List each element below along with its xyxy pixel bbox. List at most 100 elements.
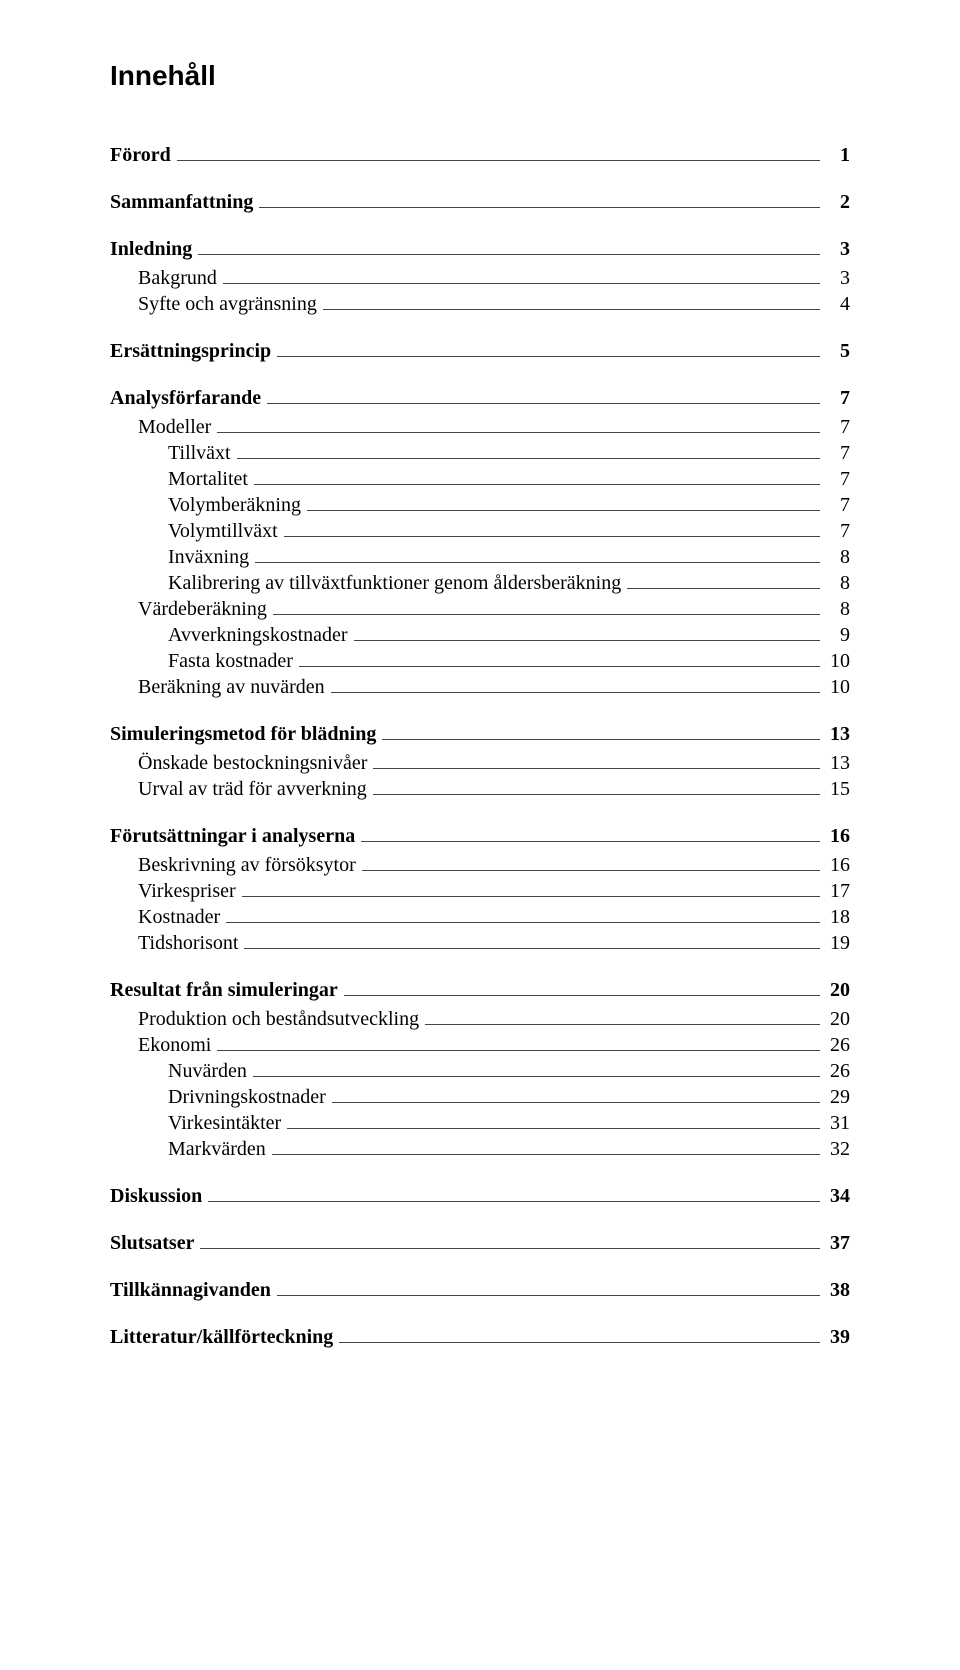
toc-entry-label: Volymtillväxt — [168, 520, 278, 543]
table-of-contents: Förord1Sammanfattning2Inledning3Bakgrund… — [110, 144, 850, 1349]
toc-entry-page: 26 — [824, 1034, 850, 1057]
toc-entry-page: 15 — [824, 778, 850, 801]
toc-entry-label: Drivningskostnader — [168, 1086, 326, 1109]
toc-leader — [272, 1154, 820, 1155]
toc-entry-page: 7 — [824, 494, 850, 517]
toc-entry-label: Beskrivning av försöksytor — [138, 854, 356, 877]
toc-entry-label: Inväxning — [168, 546, 249, 569]
toc-entry-page: 19 — [824, 932, 850, 955]
toc-entry: Produktion och beståndsutveckling20 — [110, 1008, 850, 1031]
toc-entry-label: Beräkning av nuvärden — [138, 676, 325, 699]
toc-entry-page: 37 — [824, 1232, 850, 1255]
toc-entry-label: Sammanfattning — [110, 191, 253, 214]
toc-entry-label: Förord — [110, 144, 171, 167]
toc-leader — [223, 283, 820, 284]
toc-leader — [277, 356, 820, 357]
toc-entry-label: Litteratur/källförteckning — [110, 1326, 333, 1349]
toc-entry: Nuvärden 26 — [110, 1060, 850, 1083]
toc-entry-page: 13 — [824, 752, 850, 775]
toc-entry-label: Fasta kostnader — [168, 650, 293, 673]
toc-entry-page: 7 — [824, 442, 850, 465]
toc-entry: Markvärden32 — [110, 1138, 850, 1161]
toc-entry: Beskrivning av försöksytor16 — [110, 854, 850, 877]
toc-leader — [362, 870, 820, 871]
toc-entry-page: 1 — [824, 144, 850, 167]
toc-entry: Resultat från simuleringar20 — [110, 979, 850, 1002]
toc-entry-label: Slutsatser — [110, 1232, 194, 1255]
toc-entry: Fasta kostnader 10 — [110, 650, 850, 673]
toc-entry: Tillväxt 7 — [110, 442, 850, 465]
toc-entry: Analysförfarande 7 — [110, 387, 850, 410]
toc-leader — [254, 484, 820, 485]
toc-entry-label: Virkespriser — [138, 880, 236, 903]
toc-leader — [361, 841, 820, 842]
page-title: Innehåll — [110, 60, 850, 92]
toc-entry-page: 8 — [824, 546, 850, 569]
toc-entry-page: 34 — [824, 1185, 850, 1208]
toc-entry-page: 10 — [824, 650, 850, 673]
toc-leader — [339, 1342, 820, 1343]
toc-entry: Kostnader 18 — [110, 906, 850, 929]
toc-leader — [255, 562, 820, 563]
toc-entry: Förutsättningar i analyserna16 — [110, 825, 850, 848]
toc-entry: Volymberäkning 7 — [110, 494, 850, 517]
toc-leader — [307, 510, 820, 511]
toc-leader — [273, 614, 820, 615]
toc-entry-label: Tidshorisont — [138, 932, 238, 955]
toc-entry-page: 29 — [824, 1086, 850, 1109]
toc-entry-label: Diskussion — [110, 1185, 202, 1208]
toc-leader — [244, 948, 820, 949]
toc-leader — [277, 1295, 820, 1296]
toc-entry: Önskade bestockningsnivåer13 — [110, 752, 850, 775]
toc-entry-page: 3 — [824, 238, 850, 261]
toc-entry-page: 20 — [824, 979, 850, 1002]
toc-entry: Inväxning 8 — [110, 546, 850, 569]
toc-entry-page: 10 — [824, 676, 850, 699]
toc-entry: Förord 1 — [110, 144, 850, 167]
toc-entry-label: Inledning — [110, 238, 192, 261]
toc-leader — [226, 922, 820, 923]
toc-entry-page: 7 — [824, 520, 850, 543]
toc-entry-label: Tillväxt — [168, 442, 231, 465]
toc-entry-label: Produktion och beståndsutveckling — [138, 1008, 419, 1031]
toc-entry-label: Kalibrering av tillväxtfunktioner genom … — [168, 572, 621, 595]
toc-entry: Avverkningskostnader 9 — [110, 624, 850, 647]
toc-leader — [208, 1201, 820, 1202]
toc-leader — [200, 1248, 820, 1249]
toc-entry: Syfte och avgränsning4 — [110, 293, 850, 316]
toc-leader — [217, 1050, 820, 1051]
toc-entry-label: Tillkännagivanden — [110, 1279, 271, 1302]
toc-leader — [299, 666, 820, 667]
toc-entry-page: 8 — [824, 598, 850, 621]
toc-entry: Diskussion 34 — [110, 1185, 850, 1208]
toc-entry-label: Avverkningskostnader — [168, 624, 348, 647]
toc-entry-label: Markvärden — [168, 1138, 266, 1161]
toc-entry: Ersättningsprincip5 — [110, 340, 850, 363]
toc-entry-page: 7 — [824, 387, 850, 410]
toc-entry: Mortalitet7 — [110, 468, 850, 491]
toc-entry-page: 9 — [824, 624, 850, 647]
toc-entry-label: Virkesintäkter — [168, 1112, 281, 1135]
toc-leader — [627, 588, 820, 589]
toc-entry: Modeller7 — [110, 416, 850, 439]
toc-entry: Volymtillväxt 7 — [110, 520, 850, 543]
toc-entry: Bakgrund3 — [110, 267, 850, 290]
toc-entry-label: Kostnader — [138, 906, 220, 929]
toc-leader — [331, 692, 820, 693]
toc-entry-page: 26 — [824, 1060, 850, 1083]
toc-entry: Ekonomi26 — [110, 1034, 850, 1057]
toc-entry: Virkespriser17 — [110, 880, 850, 903]
toc-entry-label: Volymberäkning — [168, 494, 301, 517]
toc-entry: Virkesintäkter 31 — [110, 1112, 850, 1135]
toc-leader — [177, 160, 820, 161]
toc-entry-label: Simuleringsmetod för blädning — [110, 723, 376, 746]
toc-entry-page: 13 — [824, 723, 850, 746]
toc-leader — [267, 403, 820, 404]
toc-entry-page: 8 — [824, 572, 850, 595]
toc-entry-label: Mortalitet — [168, 468, 248, 491]
toc-entry-label: Nuvärden — [168, 1060, 247, 1083]
toc-entry-label: Analysförfarande — [110, 387, 261, 410]
toc-entry-page: 31 — [824, 1112, 850, 1135]
toc-entry-page: 18 — [824, 906, 850, 929]
toc-entry-page: 38 — [824, 1279, 850, 1302]
